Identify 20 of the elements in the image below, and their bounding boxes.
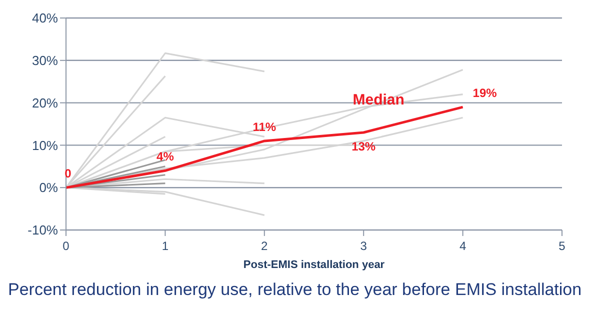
data-label: 4% (156, 150, 174, 164)
x-axis-title: Post-EMIS installation year (243, 259, 386, 271)
y-tick-label: -10% (28, 222, 58, 238)
x-tick-label: 3 (360, 239, 368, 253)
x-tick-label: 4 (459, 239, 466, 253)
x-tick-label: 2 (261, 239, 268, 253)
data-label: 11% (252, 120, 276, 134)
data-label: 19% (472, 86, 498, 100)
x-tick-label: 1 (162, 239, 169, 253)
y-tick-label: 30% (32, 53, 58, 68)
y-tick-label: 10% (32, 138, 58, 153)
series-label: Median (352, 91, 404, 108)
data-label: 13% (352, 139, 376, 154)
data-label: 0 (64, 166, 72, 181)
x-tick-label: 5 (558, 239, 566, 253)
y-tick-label: 40% (32, 10, 58, 26)
x-tick-label: 0 (62, 239, 70, 253)
y-tick-label: 0% (39, 180, 58, 196)
y-tick-label: 20% (32, 95, 58, 110)
text: Percent reduction in energy use, relative to the year before EMIS installation (8, 280, 583, 300)
